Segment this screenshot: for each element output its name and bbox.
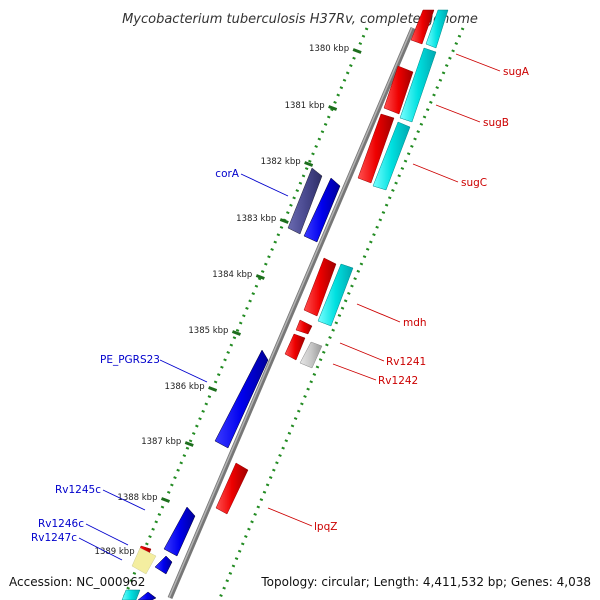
label-sugA[interactable]: sugA: [503, 66, 530, 78]
cds-sugA-feature[interactable]: [425, 9, 449, 49]
gene-Rv1242-feature[interactable]: [284, 333, 306, 361]
tick-label: 1381 kbp: [285, 101, 325, 111]
label-Rv1242[interactable]: Rv1242: [378, 375, 418, 387]
tick-label: 1382 kbp: [261, 157, 301, 167]
tick-mark: [184, 441, 194, 447]
gene-Rv1247c-feature[interactable]: [137, 591, 157, 600]
label-sugC[interactable]: sugC: [461, 177, 487, 189]
gene-yellow-feature[interactable]: [131, 547, 157, 575]
tick-mark: [255, 274, 265, 280]
gene-PE_PGRS23-feature[interactable]: [214, 349, 269, 449]
genome-backbone-highlight: [168, 27, 413, 599]
topology-summary-text: Topology: circular; Length: 4,411,532 bp…: [260, 575, 591, 589]
gene-lpqZ-feature[interactable]: [215, 462, 249, 515]
cds-bottom-feature[interactable]: [121, 589, 141, 600]
label-mdh[interactable]: mdh: [403, 317, 427, 329]
gene-mdh-feature[interactable]: [303, 257, 337, 317]
tick-mark: [328, 105, 338, 111]
forward-gene-labels: corA PE_PGRS23 Rv1245c Rv1246c Rv1247c: [31, 168, 240, 544]
tick-label: 1385 kbp: [188, 326, 228, 336]
label-Rv1247c[interactable]: Rv1247c: [31, 532, 77, 544]
tick-label: 1386 kbp: [165, 382, 205, 392]
gene-Rv1241-feature[interactable]: [295, 319, 313, 335]
tick-mark: [208, 386, 218, 392]
cds-sugC-feature[interactable]: [372, 121, 411, 191]
label-Rv1241[interactable]: Rv1241: [386, 356, 426, 368]
cds-features: [121, 9, 449, 600]
cds-mdh-feature[interactable]: [317, 263, 354, 327]
label-PE_PGRS23[interactable]: PE_PGRS23: [100, 354, 160, 366]
label-lpqZ[interactable]: lpqZ: [314, 521, 337, 533]
reverse-guide-track: [218, 27, 465, 599]
tick-mark: [160, 497, 171, 503]
reverse-gene-labels: sugA sugB sugC mdh Rv1241 Rv1242 lpqZ: [314, 66, 530, 533]
genome-backbone: [167, 27, 416, 599]
label-leaders: [78, 53, 501, 561]
gene-corA-feature[interactable]: [303, 177, 341, 243]
tick-labels: 1380 kbp 1381 kbp 1382 kbp 1383 kbp 1384 kbp…: [95, 44, 350, 557]
accession-text: Accession: NC_000962: [9, 575, 145, 589]
forward-strand-features: [131, 167, 341, 600]
gene-gray-feature[interactable]: [299, 341, 323, 369]
gene-sugB-feature[interactable]: [383, 65, 414, 115]
label-sugB[interactable]: sugB: [483, 117, 509, 129]
gene-Rv1246c-feature[interactable]: [154, 555, 173, 575]
cds-sugB-feature[interactable]: [399, 47, 437, 123]
label-Rv1245c[interactable]: Rv1245c: [55, 484, 101, 496]
tick-label: 1388 kbp: [117, 493, 157, 503]
tick-label: 1383 kbp: [236, 214, 276, 224]
map-title: Mycobacterium tuberculosis H37Rv, comple…: [122, 12, 478, 27]
tick-mark: [352, 48, 362, 54]
tick-label: 1384 kbp: [212, 270, 252, 280]
gene-Rv1245c-feature[interactable]: [163, 506, 196, 557]
tick-mark: [279, 218, 289, 224]
tick-label: 1380 kbp: [309, 44, 349, 54]
label-corA[interactable]: corA: [215, 168, 240, 180]
gene-sugC-feature[interactable]: [357, 113, 395, 184]
reverse-strand-features: [135, 9, 435, 563]
label-Rv1246c[interactable]: Rv1246c: [38, 518, 84, 530]
tick-label: 1389 kbp: [95, 547, 135, 557]
gene-sugA-feature[interactable]: [410, 9, 435, 45]
tick-mark: [231, 330, 241, 336]
tick-mark: [304, 161, 314, 167]
tick-label: 1387 kbp: [141, 437, 181, 447]
gene-corA-purple-feature[interactable]: [287, 167, 323, 235]
